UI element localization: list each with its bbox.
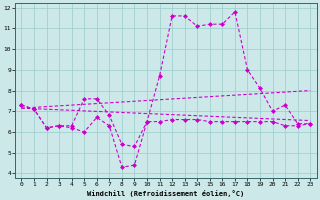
X-axis label: Windchill (Refroidissement éolien,°C): Windchill (Refroidissement éolien,°C) [87,190,244,197]
